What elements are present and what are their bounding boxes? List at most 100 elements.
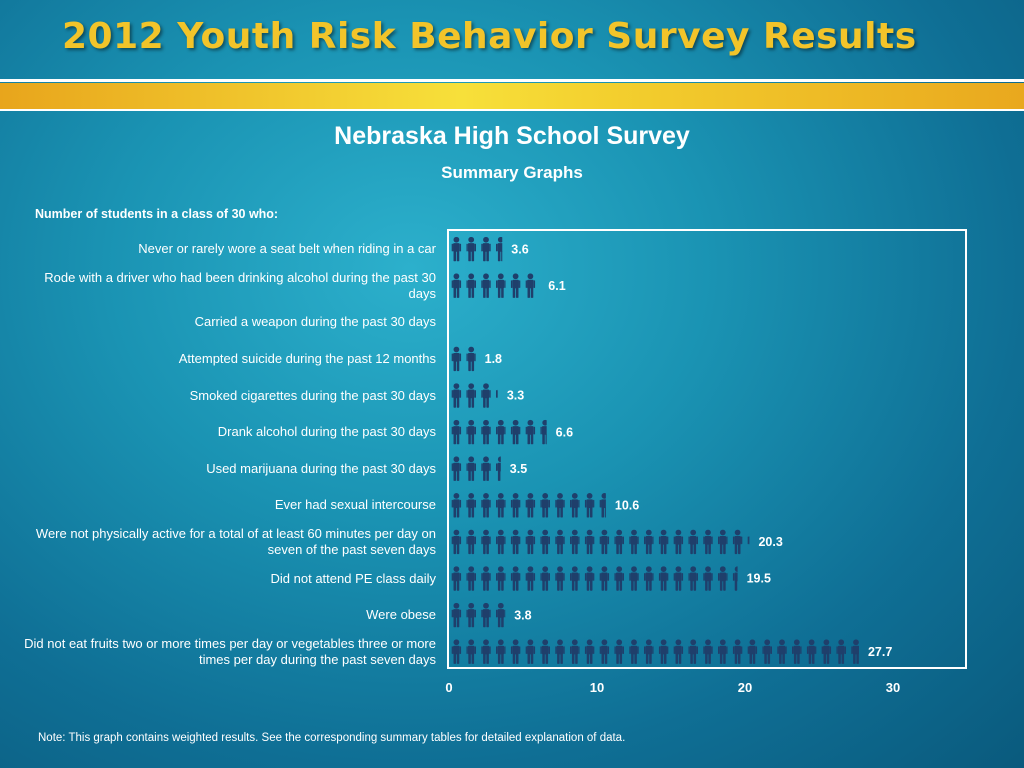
person-icon bbox=[747, 639, 758, 664]
person-icon bbox=[451, 236, 462, 262]
person-icon bbox=[629, 566, 639, 591]
person-icon bbox=[496, 273, 506, 298]
person-icon bbox=[658, 566, 669, 591]
person-icon bbox=[481, 456, 491, 481]
person-icon bbox=[496, 383, 498, 408]
person-icon bbox=[525, 419, 536, 445]
person-icon bbox=[555, 493, 565, 518]
data-label: 6.1 bbox=[548, 279, 565, 293]
person-icon bbox=[673, 639, 684, 664]
person-icon bbox=[540, 419, 547, 445]
person-icon bbox=[673, 566, 684, 591]
data-label: 3.5 bbox=[510, 462, 527, 476]
x-tick-label: 30 bbox=[886, 680, 900, 695]
bar-7 bbox=[451, 456, 501, 481]
person-icon bbox=[540, 566, 550, 591]
person-icon bbox=[525, 529, 536, 555]
summary-graphs-title: Summary Graphs bbox=[441, 163, 583, 182]
person-icon bbox=[836, 639, 846, 664]
person-icon bbox=[821, 639, 832, 664]
person-icon bbox=[451, 456, 462, 481]
plot-frame bbox=[447, 229, 967, 669]
person-icon bbox=[496, 529, 506, 555]
footnote: Note: This graph contains weighted resul… bbox=[38, 732, 626, 744]
person-icon bbox=[466, 529, 476, 555]
chart-title: Number of students in a class of 30 who: bbox=[35, 207, 279, 221]
person-icon bbox=[466, 346, 476, 372]
person-icon bbox=[614, 639, 624, 664]
category-label: Were not physically active for a total o… bbox=[35, 526, 436, 558]
category-label: Did not eat fruits two or more times per… bbox=[24, 635, 436, 667]
data-label: 10.6 bbox=[615, 499, 639, 513]
person-icon bbox=[451, 419, 462, 445]
person-icon bbox=[614, 529, 624, 555]
person-icon bbox=[510, 493, 521, 518]
person-icon bbox=[481, 529, 491, 555]
person-icon bbox=[451, 346, 462, 372]
person-icon bbox=[806, 639, 817, 664]
person-icon bbox=[599, 529, 610, 555]
person-icon bbox=[673, 529, 684, 555]
person-icon bbox=[496, 493, 506, 518]
person-icon bbox=[466, 456, 476, 481]
person-icon bbox=[496, 419, 506, 445]
person-icon bbox=[496, 456, 501, 481]
person-icon bbox=[451, 383, 462, 408]
person-icon bbox=[732, 566, 738, 591]
category-label: Attempted suicide during the past 12 mon… bbox=[178, 351, 436, 367]
data-label: 3.6 bbox=[511, 242, 528, 256]
slide-title: 2012 Youth Risk Behavior Survey Results bbox=[62, 16, 917, 57]
data-label: 27.7 bbox=[868, 645, 892, 659]
person-icon bbox=[599, 493, 606, 518]
data-label: 3.8 bbox=[514, 608, 531, 622]
person-icon bbox=[496, 236, 503, 262]
bar-10 bbox=[451, 566, 738, 591]
person-icon bbox=[570, 566, 580, 591]
person-icon bbox=[584, 529, 595, 555]
person-icon bbox=[451, 566, 462, 591]
category-label: Did not attend PE class daily bbox=[270, 570, 436, 586]
person-icon bbox=[658, 529, 669, 555]
person-icon bbox=[629, 529, 639, 555]
person-icon bbox=[555, 529, 565, 555]
category-label: Were obese bbox=[366, 607, 436, 623]
person-icon bbox=[481, 273, 491, 298]
person-icon bbox=[451, 493, 462, 518]
bar-8 bbox=[451, 493, 606, 518]
person-icon bbox=[481, 493, 491, 518]
person-icon bbox=[688, 529, 698, 555]
person-icon bbox=[584, 566, 595, 591]
bar-2 bbox=[451, 273, 536, 298]
header-divider-bottom bbox=[0, 109, 1024, 111]
data-label: 1.8 bbox=[485, 352, 502, 366]
person-icon bbox=[466, 236, 476, 262]
person-icon bbox=[510, 419, 521, 445]
bar-4 bbox=[451, 346, 476, 372]
person-icon bbox=[496, 639, 506, 664]
x-tick-label: 10 bbox=[590, 680, 604, 695]
header-gold-band bbox=[0, 83, 1024, 109]
person-icon bbox=[510, 639, 521, 664]
category-label: Never or rarely wore a seat belt when ri… bbox=[138, 241, 436, 257]
person-icon bbox=[451, 639, 462, 664]
bar-6 bbox=[451, 419, 547, 445]
person-icon bbox=[540, 529, 550, 555]
person-icon bbox=[525, 566, 536, 591]
bar-11 bbox=[451, 602, 506, 628]
category-label: Smoked cigarettes during the past 30 day… bbox=[189, 387, 436, 403]
person-icon bbox=[570, 639, 580, 664]
person-icon bbox=[599, 566, 610, 591]
person-icon bbox=[451, 602, 462, 628]
person-icon bbox=[688, 639, 698, 664]
data-label: 3.3 bbox=[507, 389, 524, 403]
person-icon bbox=[762, 639, 772, 664]
person-icon bbox=[644, 566, 654, 591]
category-label: Drank alcohol during the past 30 days bbox=[217, 424, 436, 440]
person-icon bbox=[658, 639, 669, 664]
survey-title: Nebraska High School Survey bbox=[334, 122, 690, 150]
person-icon bbox=[451, 529, 462, 555]
person-icon bbox=[718, 529, 728, 555]
person-icon bbox=[570, 529, 580, 555]
person-icon bbox=[703, 529, 713, 555]
